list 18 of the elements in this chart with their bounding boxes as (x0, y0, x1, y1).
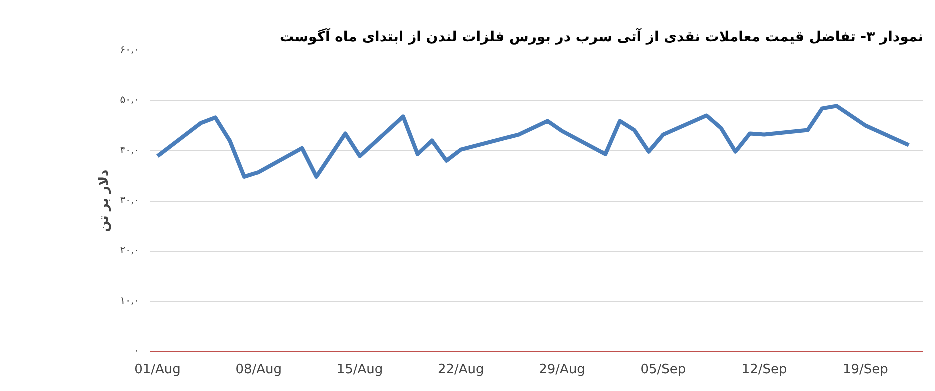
y-tick-label: ۶۰,۰ (120, 45, 140, 56)
chart-title: نمودار ۳- تفاضل قیمت معاملات نقدی از آتی سرب در بورس فلزات لندن از ابتدای ماه آگوست (280, 28, 924, 46)
y-axis-title: دلار بر تن (97, 169, 112, 232)
y-tick-label: ۰ (134, 346, 140, 357)
x-tick-label: 01/Aug (134, 362, 181, 378)
x-tick-label: 19/Sep (842, 362, 888, 378)
x-tick-label: 08/Aug (236, 362, 282, 378)
x-tick-label: 29/Aug (539, 362, 586, 378)
y-tick-label: ۱۰,۰ (120, 296, 140, 307)
x-tick-label: 05/Sep (640, 362, 686, 378)
x-tick-label: 22/Aug (438, 362, 484, 378)
y-tick-label: ۲۰,۰ (120, 246, 140, 257)
x-tick-label: 15/Aug (336, 362, 384, 378)
y-tick-label: ۵۰,۰ (120, 95, 140, 106)
line-series (156, 104, 912, 179)
y-tick-label: ۳۰,۰ (120, 196, 140, 206)
x-tick-label: 12/Sep (742, 362, 788, 378)
y-tick-label: ۴۰,۰ (120, 145, 140, 156)
